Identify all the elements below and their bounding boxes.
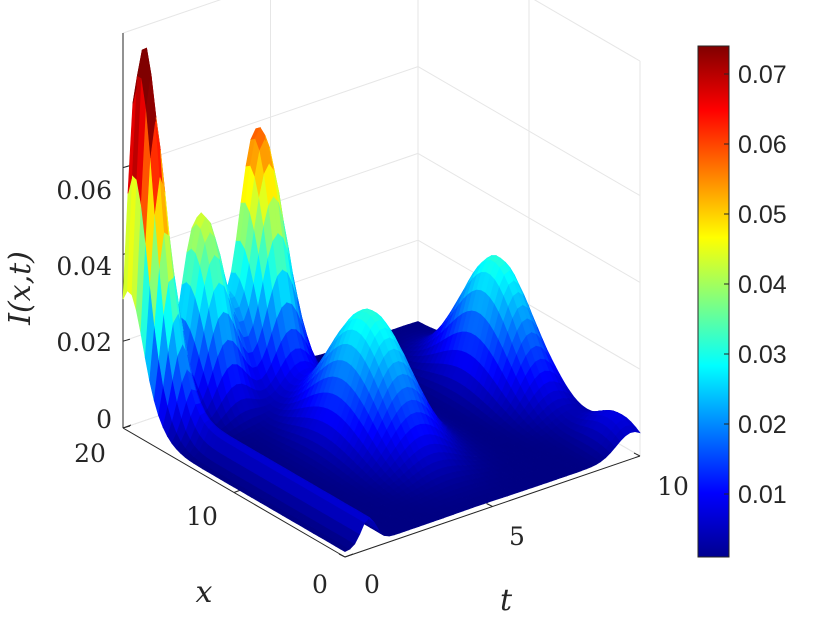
z-tick-labels: 0 0.02 0.04 0.06: [56, 176, 112, 434]
t-tick-label: 0: [364, 570, 380, 599]
grid-line: [122, 0, 222, 34]
x-axis-label: x: [196, 575, 213, 610]
x-tick-label: 10: [186, 502, 218, 531]
z-tick-label: 0.06: [56, 176, 112, 205]
z-axis-label: I(x,t): [3, 251, 38, 326]
colorbar-tick-label: 0.05: [738, 201, 787, 229]
colorbar-gradient: [698, 46, 729, 557]
x-tick-labels: 0 10 20: [74, 439, 328, 599]
t-tick: [338, 553, 346, 558]
t-tick: [633, 452, 641, 457]
t-axis-label: t: [500, 583, 513, 618]
x-tick: [344, 553, 354, 558]
x-tick-label: 20: [74, 439, 106, 468]
z-tick-label: 0: [96, 405, 112, 434]
grid-line: [533, 0, 641, 62]
z-tick: [122, 338, 131, 342]
colorbar-tick-label: 0.06: [738, 131, 787, 159]
x-tick: [122, 424, 132, 429]
colorbar-tick-label: 0.07: [738, 61, 787, 89]
z-tick-label: 0.04: [56, 252, 112, 281]
x-tick-label: 0: [312, 570, 328, 599]
colorbar-frame: [697, 45, 730, 558]
colorbar-tick-label: 0.02: [738, 411, 787, 439]
surface: [122, 47, 641, 552]
colorbar-tick-label: 0.03: [738, 341, 787, 369]
colorbar-tick-label: 0.04: [738, 271, 787, 299]
z-tick: [122, 165, 131, 169]
surface-patch: [629, 424, 641, 434]
z-tick-label: 0.02: [56, 328, 112, 357]
colorbar-ticks: 0.01 0.02 0.03 0.04 0.05 0.06 0.07: [724, 61, 787, 509]
t-tick-labels: 0 5 10: [364, 472, 689, 599]
colorbar: 0.01 0.02 0.03 0.04 0.05 0.06 0.07: [697, 45, 787, 558]
t-tick: [486, 503, 493, 507]
colorbar-tick-label: 0.01: [738, 481, 787, 509]
t-tick-label: 10: [657, 472, 689, 501]
t-tick-label: 5: [509, 522, 525, 551]
